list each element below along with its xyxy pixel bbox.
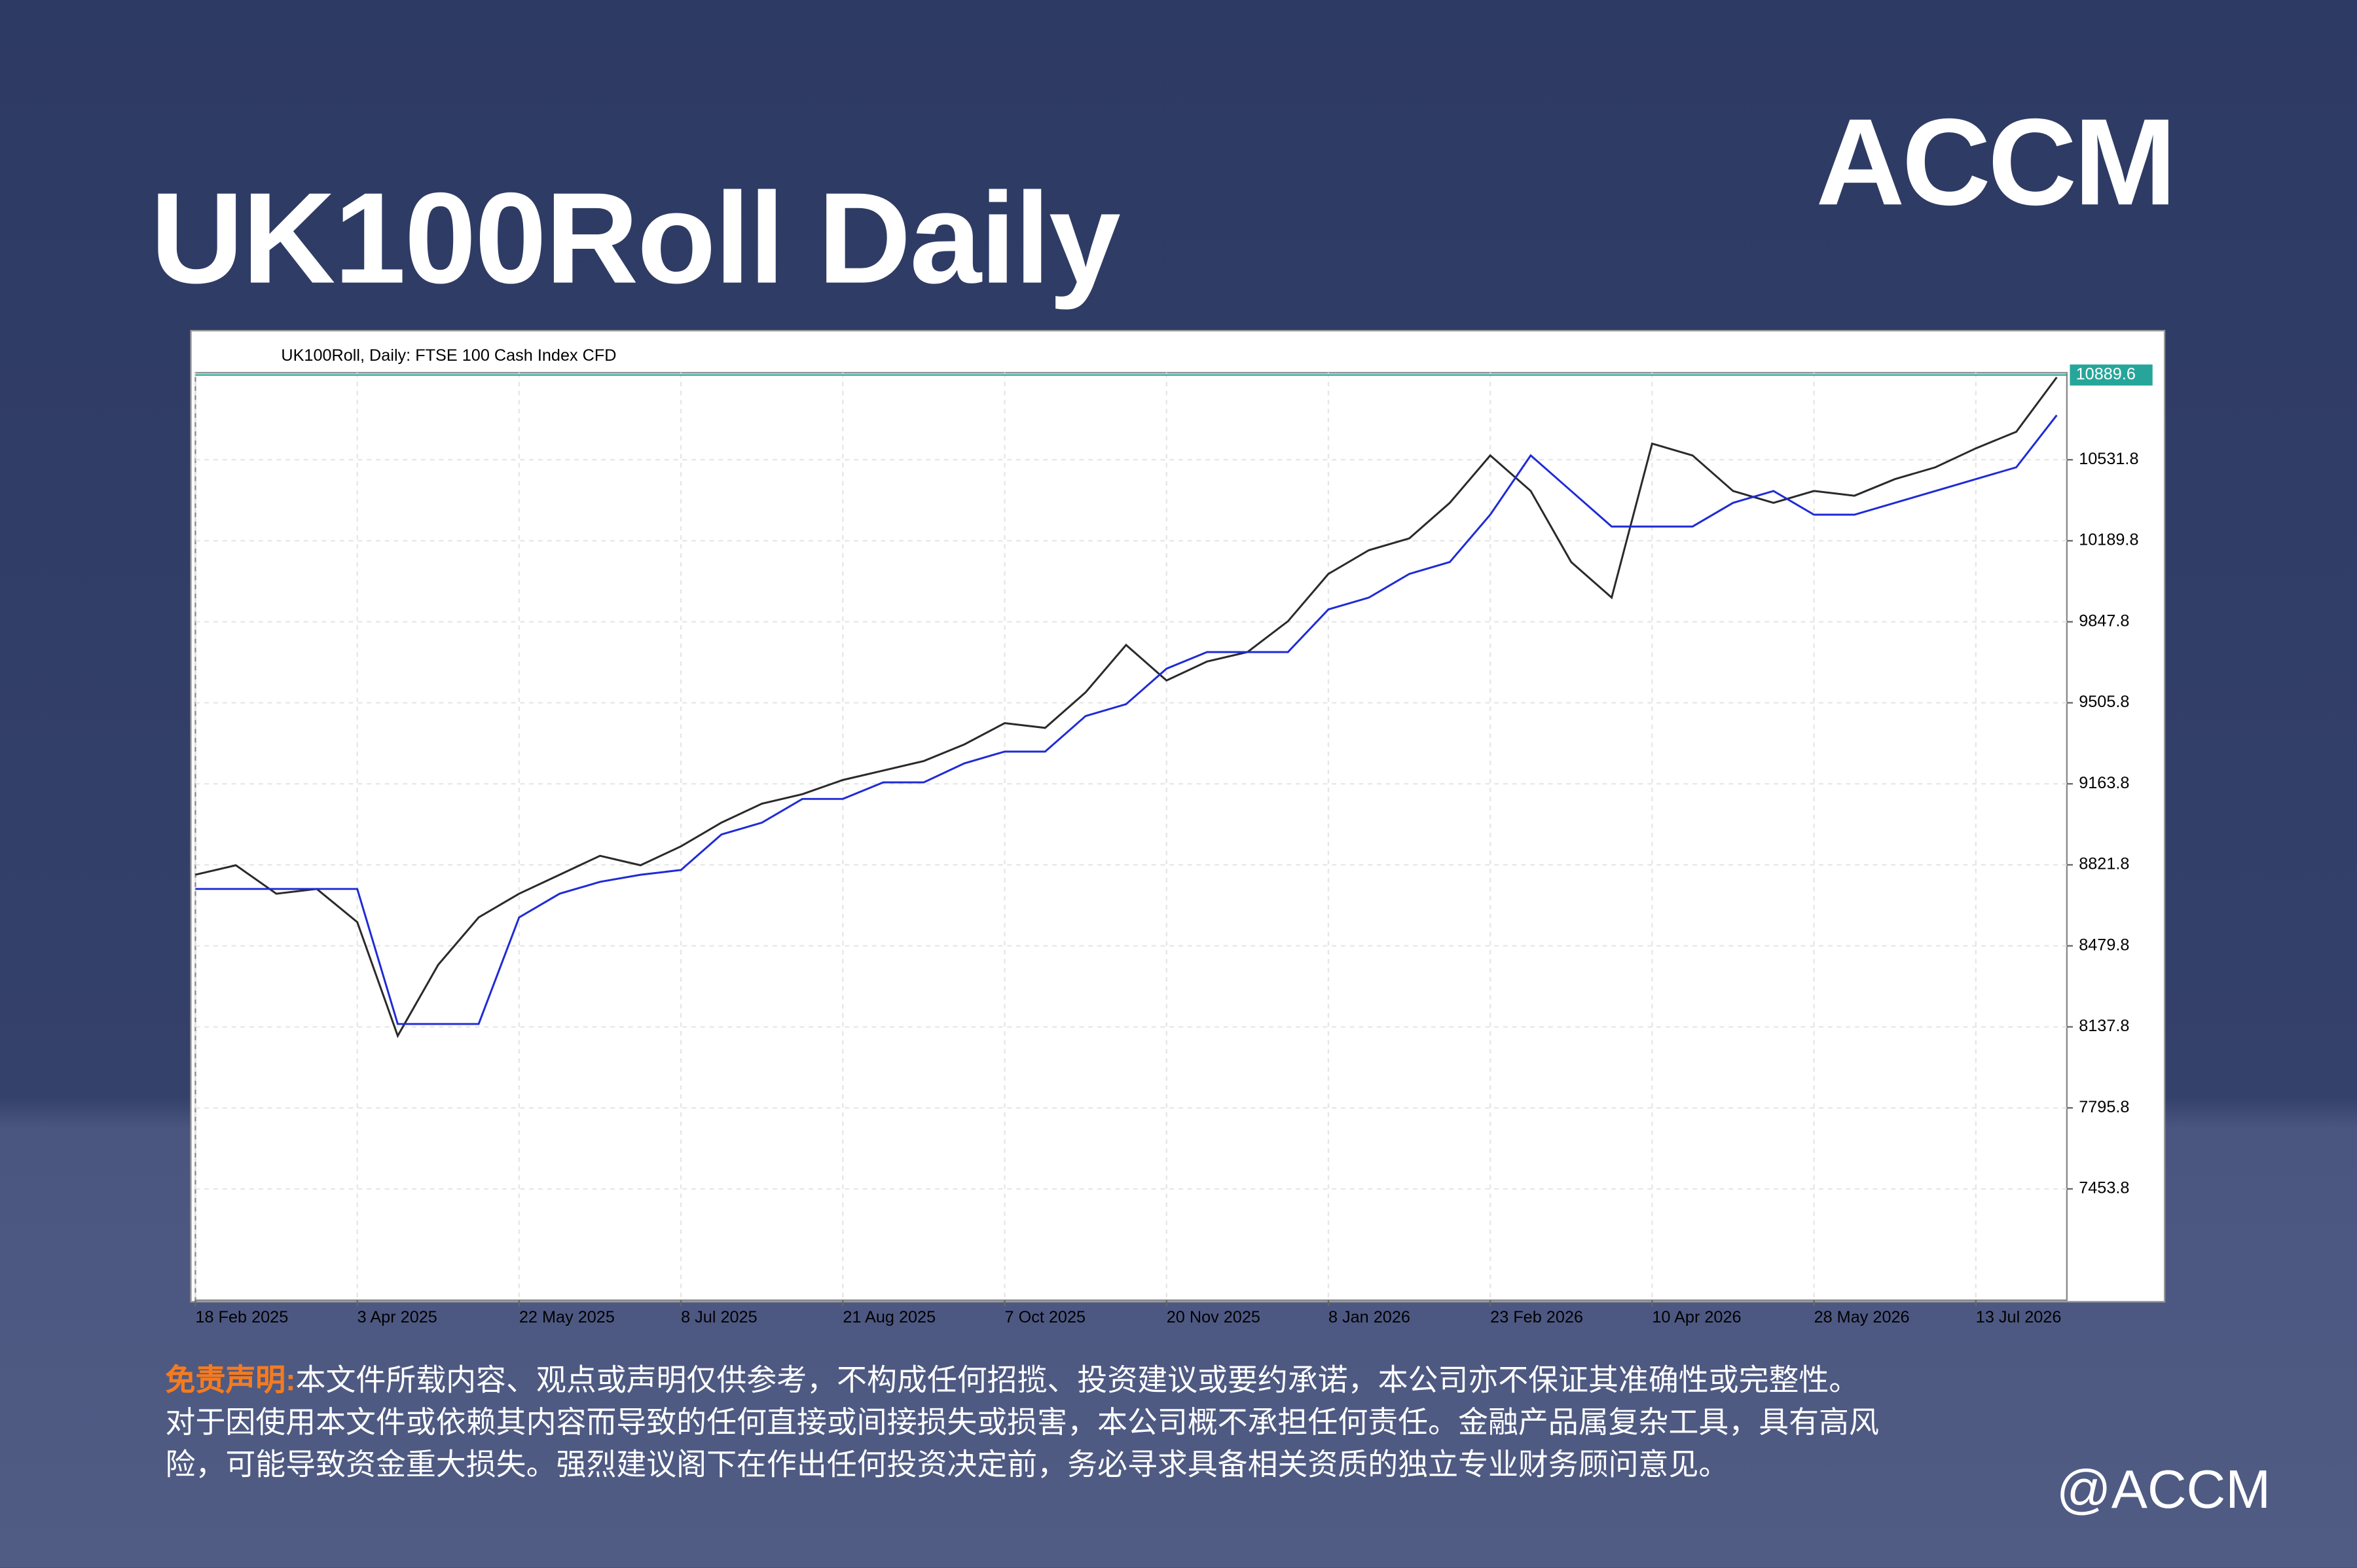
y-tick-label: 8821.8	[2079, 855, 2129, 873]
disclaimer-line: 本文件所载内容、观点或声明仅供参考，不构成任何招揽、投资建议或要约承诺，本公司亦…	[295, 1364, 1859, 1398]
disclaimer: 免责声明:本文件所载内容、观点或声明仅供参考，不构成任何招揽、投资建议或要约承诺…	[166, 1360, 1879, 1487]
x-tick-label: 28 May 2026	[1814, 1308, 1910, 1326]
y-tick-label: 8137.8	[2079, 1017, 2129, 1035]
price-line	[195, 376, 2058, 1038]
x-tick-label: 20 Nov 2025	[1167, 1308, 1260, 1326]
x-tick-label: 23 Feb 2026	[1490, 1308, 1583, 1326]
x-tick-label: 8 Jul 2025	[681, 1308, 758, 1326]
y-tick-label: 9163.8	[2079, 774, 2129, 792]
disclaimer-line: 对于因使用本文件或依赖其内容而导致的任何直接或间接损失或损害，本公司概不承担任何…	[165, 1406, 1879, 1440]
title: UK100Roll Daily	[150, 166, 1121, 312]
last-price-label: 10889.6	[2076, 365, 2136, 383]
price-line	[195, 414, 2058, 1025]
x-tick-label: 13 Jul 2026	[1976, 1308, 2062, 1326]
x-tick-label: 3 Apr 2025	[357, 1308, 437, 1326]
disclaimer-line: 险，可能导致资金重大损失。强烈建议阁下在作出任何投资决定前，务必寻求具备相关资质…	[165, 1449, 1729, 1482]
y-tick-label: 8479.8	[2079, 936, 2129, 954]
chart-caption: UK100Roll, Daily: FTSE 100 Cash Index CF…	[281, 346, 616, 365]
last-price-box	[2070, 364, 2153, 386]
y-tick-label: 10189.8	[2079, 531, 2138, 549]
y-tick-label: 9847.8	[2079, 611, 2129, 630]
social-handle: @ACCM	[2056, 1458, 2271, 1520]
y-tick-label: 10531.8	[2079, 450, 2138, 468]
y-tick-label: 7453.8	[2079, 1179, 2129, 1197]
logo: ACCM	[1816, 94, 2176, 232]
y-tick-label: 7795.8	[2079, 1098, 2129, 1116]
y-tick-label: 9505.8	[2079, 693, 2129, 711]
x-tick-label: 8 Jan 2026	[1328, 1308, 1410, 1326]
x-tick-label: 18 Feb 2025	[195, 1308, 288, 1326]
x-tick-label: 7 Oct 2025	[1005, 1308, 1086, 1326]
chart-frame	[190, 329, 2166, 1303]
disclaimer-label: 免责声明:	[165, 1364, 296, 1398]
x-tick-label: 21 Aug 2025	[843, 1308, 936, 1326]
x-tick-label: 22 May 2025	[519, 1308, 615, 1326]
x-tick-label: 10 Apr 2026	[1652, 1308, 1741, 1326]
